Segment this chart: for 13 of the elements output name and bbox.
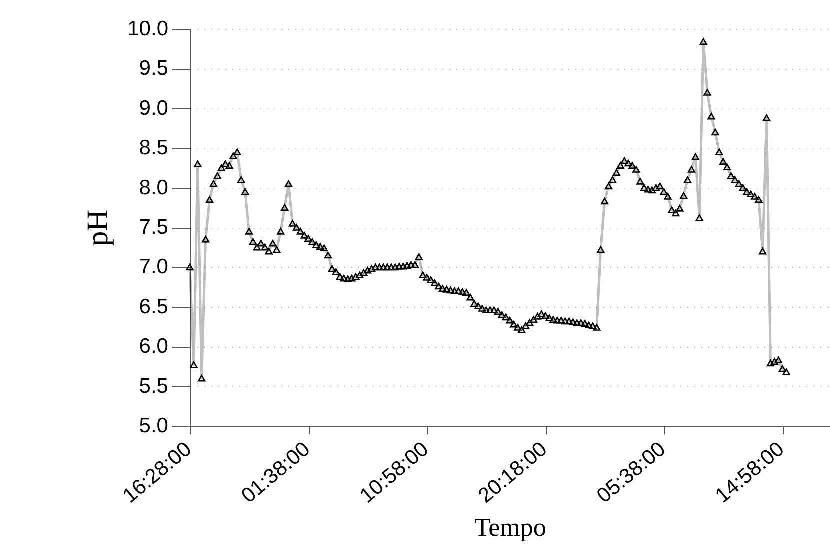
y-axis-title: pH xyxy=(82,210,115,246)
y-tick-label: 7.5 xyxy=(139,216,168,239)
y-tick-label: 8.0 xyxy=(139,176,168,200)
x-axis-title: Tempo xyxy=(474,513,546,542)
y-tick-label: 7.0 xyxy=(139,256,168,279)
y-tick-label: 8.5 xyxy=(139,136,168,160)
y-tick-label: 9.5 xyxy=(139,57,168,80)
y-tick-label: 10.0 xyxy=(128,18,168,40)
y-tick-label: 5.0 xyxy=(139,414,168,438)
y-tick-label: 6.0 xyxy=(139,335,168,358)
y-tick-label: 9.0 xyxy=(139,96,168,120)
y-tick-label: 5.5 xyxy=(139,374,168,398)
y-tick-label: 6.5 xyxy=(139,295,168,318)
